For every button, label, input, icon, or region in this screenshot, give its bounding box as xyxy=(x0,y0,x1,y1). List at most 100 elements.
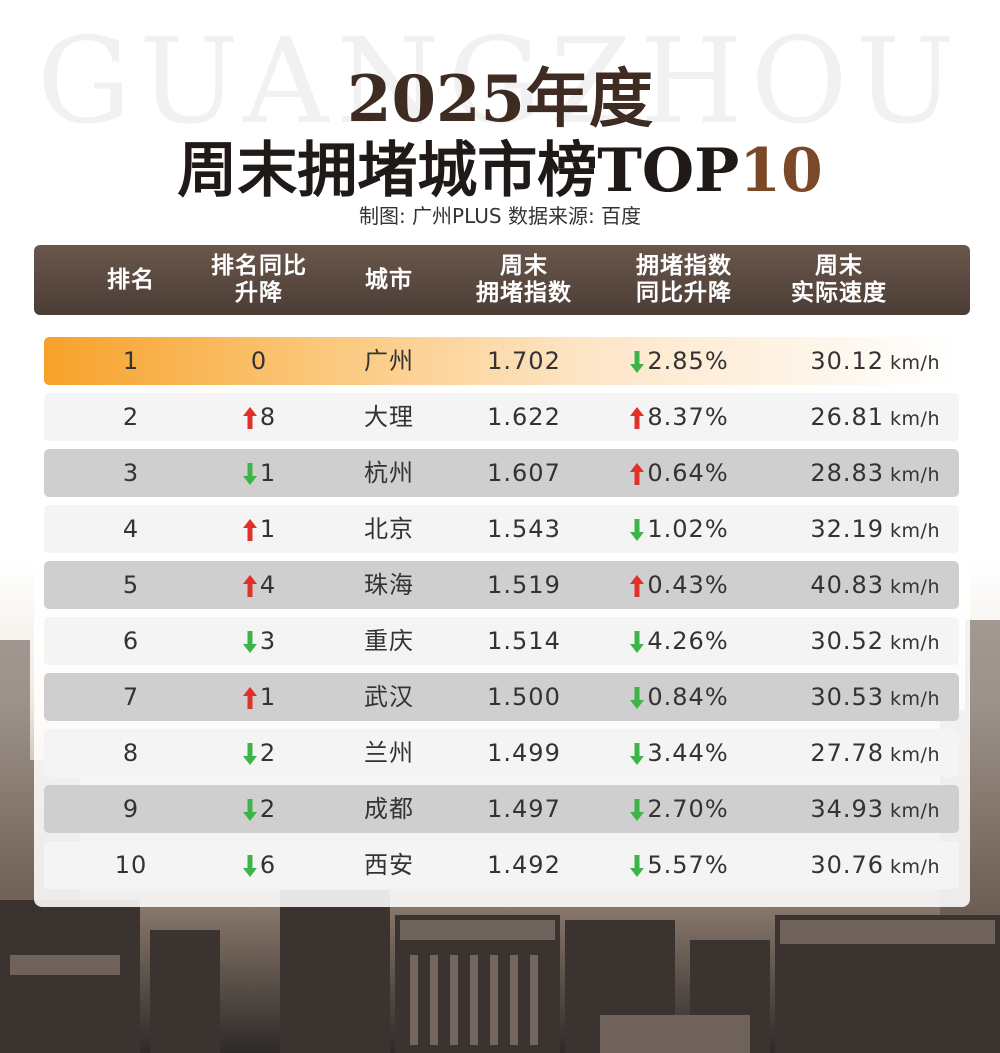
index-cell: 1.499 xyxy=(487,739,561,767)
city-cell: 武汉 xyxy=(364,683,414,711)
speed-unit: km/h xyxy=(890,744,940,766)
speed-cell: 30.52 km/h xyxy=(764,617,954,665)
index-change-cell: 0.64% xyxy=(609,449,749,497)
table-row: 10 6 西安 1.492 5.57% 30.76 km/h xyxy=(44,841,959,889)
rank-cell: 4 xyxy=(122,515,140,543)
table-row: 3 1 杭州 1.607 0.64% 28.83 km/h xyxy=(44,449,959,497)
index-change-value: 4.26% xyxy=(647,627,729,655)
index-change-value: 0.64% xyxy=(647,459,729,487)
speed-cell: 26.81 km/h xyxy=(764,393,954,441)
rank-change-value: 2 xyxy=(259,739,277,767)
up-arrow-icon xyxy=(242,575,257,597)
city-cell: 北京 xyxy=(364,515,414,543)
down-arrow-icon xyxy=(630,631,645,653)
city-cell: 珠海 xyxy=(364,571,414,599)
speed-value: 26.81 xyxy=(810,403,885,431)
speed-unit: km/h xyxy=(890,352,940,374)
index-change-value: 0.43% xyxy=(647,571,729,599)
speed-unit: km/h xyxy=(890,800,940,822)
rank-change-value: 1 xyxy=(259,683,277,711)
rank-change-value: 3 xyxy=(259,627,277,655)
index-change-value: 3.44% xyxy=(647,739,729,767)
rank-change-value: 0 xyxy=(250,347,268,375)
rank-cell: 6 xyxy=(122,627,140,655)
speed-value: 28.83 xyxy=(810,459,885,487)
title-highlight: 10 xyxy=(739,136,823,206)
speed-cell: 32.19 km/h xyxy=(764,505,954,553)
page-title-line-1: 2025年度 xyxy=(346,62,654,137)
index-change-value: 8.37% xyxy=(647,403,729,431)
index-cell: 1.500 xyxy=(487,683,561,711)
rank-change-cell: 4 xyxy=(204,561,314,609)
rank-cell: 2 xyxy=(122,403,140,431)
rank-cell: 1 xyxy=(122,347,140,375)
speed-unit: km/h xyxy=(890,856,940,878)
rank-change-cell: 8 xyxy=(204,393,314,441)
rank-change-value: 6 xyxy=(259,851,277,879)
speed-value: 34.93 xyxy=(810,795,885,823)
city-cell: 重庆 xyxy=(364,627,414,655)
down-arrow-icon xyxy=(630,687,645,709)
header-rank: 排名 xyxy=(107,266,155,293)
speed-unit: km/h xyxy=(890,520,940,542)
rank-change-value: 4 xyxy=(259,571,277,599)
table-row: 4 1 北京 1.543 1.02% 32.19 km/h xyxy=(44,505,959,553)
rank-change-value: 1 xyxy=(259,459,277,487)
speed-cell: 28.83 km/h xyxy=(764,449,954,497)
index-cell: 1.702 xyxy=(487,347,561,375)
rank-change-value: 8 xyxy=(259,403,277,431)
down-arrow-icon xyxy=(242,799,257,821)
rank-change-cell: 2 xyxy=(204,729,314,777)
index-cell: 1.519 xyxy=(487,571,561,599)
index-change-cell: 8.37% xyxy=(609,393,749,441)
table-row: 2 8 大理 1.622 8.37% 26.81 km/h xyxy=(44,393,959,441)
speed-cell: 40.83 km/h xyxy=(764,561,954,609)
speed-cell: 27.78 km/h xyxy=(764,729,954,777)
header-speed: 周末 实际速度 xyxy=(791,253,887,306)
speed-cell: 30.76 km/h xyxy=(764,841,954,889)
city-cell: 西安 xyxy=(364,851,414,879)
speed-unit: km/h xyxy=(890,632,940,654)
rank-cell: 7 xyxy=(122,683,140,711)
down-arrow-icon xyxy=(630,743,645,765)
index-cell: 1.497 xyxy=(487,795,561,823)
speed-unit: km/h xyxy=(890,408,940,430)
speed-value: 40.83 xyxy=(810,571,885,599)
rank-change-cell: 2 xyxy=(204,785,314,833)
down-arrow-icon xyxy=(242,855,257,877)
header-index-change: 拥堵指数 同比升降 xyxy=(636,253,732,306)
city-cell: 杭州 xyxy=(364,459,414,487)
table-row: 1 0 广州 1.702 2.85% 30.12 km/h xyxy=(44,337,959,385)
table-row: 7 1 武汉 1.500 0.84% 30.53 km/h xyxy=(44,673,959,721)
speed-cell: 34.93 km/h xyxy=(764,785,954,833)
city-cell: 广州 xyxy=(364,347,414,375)
index-cell: 1.514 xyxy=(487,627,561,655)
index-cell: 1.543 xyxy=(487,515,561,543)
city-cell: 成都 xyxy=(364,795,414,823)
index-change-cell: 2.85% xyxy=(609,337,749,385)
index-change-cell: 1.02% xyxy=(609,505,749,553)
rank-cell: 3 xyxy=(122,459,140,487)
rank-change-cell: 0 xyxy=(204,337,314,385)
index-change-value: 1.02% xyxy=(647,515,729,543)
index-change-cell: 5.57% xyxy=(609,841,749,889)
speed-value: 30.53 xyxy=(810,683,885,711)
down-arrow-icon xyxy=(630,799,645,821)
city-cell: 兰州 xyxy=(364,739,414,767)
rank-change-cell: 1 xyxy=(204,449,314,497)
table-row: 8 2 兰州 1.499 3.44% 27.78 km/h xyxy=(44,729,959,777)
index-change-cell: 3.44% xyxy=(609,729,749,777)
header-rank-change: 排名同比 升降 xyxy=(211,253,307,306)
down-arrow-icon xyxy=(242,743,257,765)
watermark-text: GUANGZHOU xyxy=(37,12,963,150)
table-row: 5 4 珠海 1.519 0.43% 40.83 km/h xyxy=(44,561,959,609)
rank-cell: 8 xyxy=(122,739,140,767)
up-arrow-icon xyxy=(630,463,645,485)
speed-value: 30.52 xyxy=(810,627,885,655)
index-change-cell: 0.43% xyxy=(609,561,749,609)
rank-cell: 10 xyxy=(114,851,148,879)
index-change-value: 5.57% xyxy=(647,851,729,879)
up-arrow-icon xyxy=(242,519,257,541)
speed-value: 32.19 xyxy=(810,515,885,543)
down-arrow-icon xyxy=(630,519,645,541)
